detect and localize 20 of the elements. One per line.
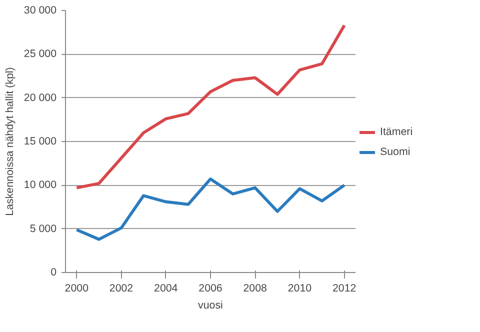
y-tick-label: 10 000	[24, 179, 57, 192]
y-tick-label: 25 000	[24, 48, 57, 60]
y-tick-label: 30 000	[24, 4, 57, 16]
x-tick-label: 2012	[332, 282, 356, 294]
y-tick-label: 5 000	[30, 222, 57, 235]
x-tick-label: 2006	[198, 282, 222, 294]
y-tick-label: 15 000	[24, 136, 57, 148]
x-tick-label: 2008	[243, 282, 268, 294]
line-series	[75, 24, 346, 190]
y-tick-label: 20 000	[24, 92, 57, 104]
legend-label: Itämeri	[380, 126, 413, 138]
y-axis-title: Laskennoissa nähdyt hallit (kpl)	[4, 67, 16, 216]
x-axis-title: vuosi	[198, 300, 223, 312]
y-tick-label: 0	[50, 266, 57, 278]
x-tick-label: 2004	[154, 282, 178, 294]
line-series	[75, 178, 346, 241]
legend-label: Suomi	[380, 146, 410, 158]
x-tick-label: 2010	[288, 282, 312, 294]
x-tick-label: 2000	[64, 282, 89, 294]
x-tick-label: 2002	[109, 282, 134, 294]
